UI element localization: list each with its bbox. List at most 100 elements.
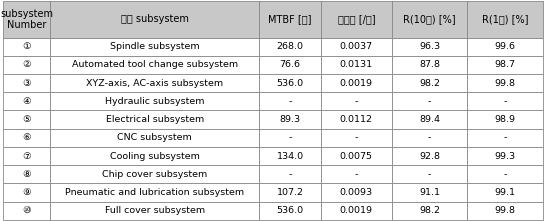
Bar	[321, 110, 392, 129]
Bar	[259, 38, 321, 56]
Bar	[321, 1, 392, 38]
Bar	[50, 147, 259, 165]
Bar	[392, 92, 467, 110]
Text: 98.2: 98.2	[419, 79, 440, 88]
Bar	[392, 110, 467, 129]
Text: 89.4: 89.4	[419, 115, 440, 124]
Bar	[467, 1, 543, 38]
Bar	[3, 202, 50, 220]
Text: Automated tool change subsystem: Automated tool change subsystem	[72, 60, 238, 69]
Text: -: -	[428, 97, 431, 106]
Text: ④: ④	[22, 97, 31, 106]
Text: -: -	[428, 133, 431, 142]
Bar	[467, 74, 543, 92]
Bar	[259, 74, 321, 92]
Text: ⑥: ⑥	[22, 133, 31, 142]
Text: 96.3: 96.3	[419, 42, 440, 51]
Text: R(1년) [%]: R(1년) [%]	[482, 14, 528, 24]
Text: 98.7: 98.7	[495, 60, 516, 69]
Bar	[392, 202, 467, 220]
Text: ②: ②	[22, 60, 31, 69]
Text: 0.0093: 0.0093	[340, 188, 373, 197]
Bar	[392, 183, 467, 202]
Bar	[321, 74, 392, 92]
Bar	[3, 38, 50, 56]
Bar	[321, 165, 392, 183]
Bar	[50, 38, 259, 56]
Bar	[392, 147, 467, 165]
Text: Chip cover subsystem: Chip cover subsystem	[102, 170, 207, 179]
Text: ⑨: ⑨	[22, 188, 31, 197]
Text: ⑩: ⑩	[22, 206, 31, 215]
Text: -: -	[354, 170, 358, 179]
Bar	[467, 56, 543, 74]
Bar	[259, 56, 321, 74]
Bar	[3, 165, 50, 183]
Bar	[50, 1, 259, 38]
Text: -: -	[288, 97, 292, 106]
Text: 0.0075: 0.0075	[340, 152, 373, 161]
Text: 99.6: 99.6	[495, 42, 516, 51]
Text: 536.0: 536.0	[276, 79, 304, 88]
Bar	[259, 1, 321, 38]
Text: ⑤: ⑤	[22, 115, 31, 124]
Text: 0.0112: 0.0112	[340, 115, 373, 124]
Bar	[321, 202, 392, 220]
Bar	[321, 129, 392, 147]
Bar	[259, 202, 321, 220]
Text: 99.3: 99.3	[494, 152, 516, 161]
Bar	[3, 147, 50, 165]
Text: 고장률 [/년]: 고장률 [/년]	[337, 14, 375, 24]
Bar	[259, 92, 321, 110]
Bar	[392, 74, 467, 92]
Bar	[467, 165, 543, 183]
Text: -: -	[354, 133, 358, 142]
Bar	[50, 202, 259, 220]
Text: XYZ-axis, AC-axis subsystem: XYZ-axis, AC-axis subsystem	[86, 79, 223, 88]
Bar	[321, 56, 392, 74]
Text: Spindle subsystem: Spindle subsystem	[110, 42, 200, 51]
Bar	[467, 38, 543, 56]
Text: -: -	[288, 133, 292, 142]
Text: 91.1: 91.1	[419, 188, 440, 197]
Bar	[392, 165, 467, 183]
Bar	[3, 110, 50, 129]
Text: 99.8: 99.8	[495, 79, 516, 88]
Bar	[259, 110, 321, 129]
Text: 0.0019: 0.0019	[340, 79, 373, 88]
Text: 99.1: 99.1	[495, 188, 516, 197]
Bar	[321, 92, 392, 110]
Text: CNC subsystem: CNC subsystem	[117, 133, 192, 142]
Text: 92.8: 92.8	[419, 152, 440, 161]
Text: 134.0: 134.0	[276, 152, 304, 161]
Bar	[467, 110, 543, 129]
Text: 99.8: 99.8	[495, 206, 516, 215]
Bar	[3, 129, 50, 147]
Bar	[3, 56, 50, 74]
Bar	[392, 129, 467, 147]
Text: 268.0: 268.0	[277, 42, 304, 51]
Text: 98.2: 98.2	[419, 206, 440, 215]
Text: -: -	[354, 97, 358, 106]
Text: 87.8: 87.8	[419, 60, 440, 69]
Bar	[50, 183, 259, 202]
Bar	[3, 74, 50, 92]
Text: Pneumatic and lubrication subsystem: Pneumatic and lubrication subsystem	[65, 188, 244, 197]
Bar	[50, 74, 259, 92]
Bar	[392, 56, 467, 74]
Text: ⑦: ⑦	[22, 152, 31, 161]
Text: ⑧: ⑧	[22, 170, 31, 179]
Text: R(10년) [%]: R(10년) [%]	[403, 14, 456, 24]
Bar	[467, 129, 543, 147]
Bar	[3, 1, 50, 38]
Bar	[321, 183, 392, 202]
Text: ③: ③	[22, 79, 31, 88]
Bar	[321, 38, 392, 56]
Bar	[467, 183, 543, 202]
Bar	[259, 165, 321, 183]
Bar	[259, 183, 321, 202]
Bar	[467, 147, 543, 165]
Bar	[3, 92, 50, 110]
Bar	[259, 147, 321, 165]
Text: 107.2: 107.2	[277, 188, 304, 197]
